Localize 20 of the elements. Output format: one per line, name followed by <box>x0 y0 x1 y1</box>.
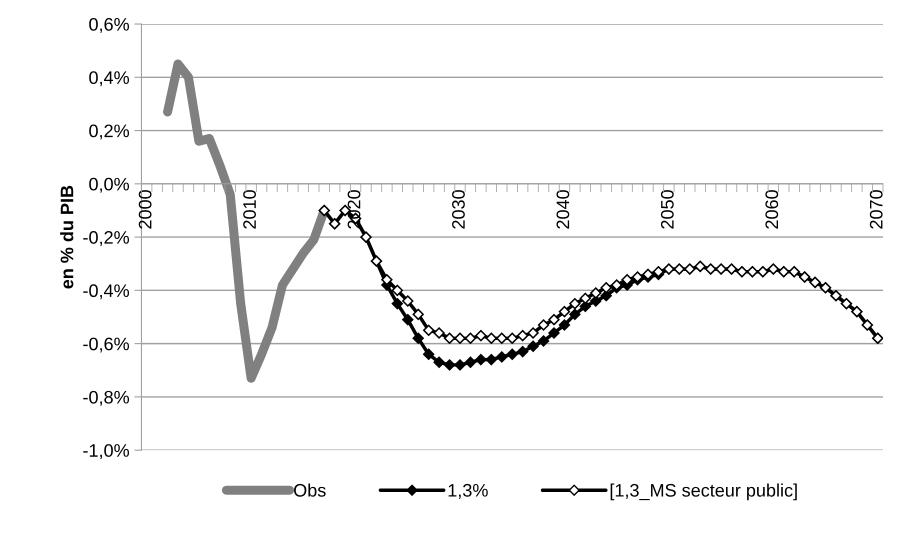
x-tick-label: 2070 <box>870 190 883 229</box>
x-tick-label: 2050 <box>660 190 674 229</box>
y-tick-label: -0,8% <box>83 390 130 406</box>
legend-label: Obs <box>294 483 326 497</box>
y-tick-label: -0,6% <box>83 338 130 352</box>
y-tick-label: -0,2% <box>83 231 130 246</box>
legend-label: [1,3_MS secteur public] <box>610 483 797 500</box>
y-tick-label: -1,0% <box>83 444 130 460</box>
legend-label: 1,3% <box>448 484 488 499</box>
x-tick-label: 2010 <box>243 190 256 229</box>
y-axis-title: en % du PIB <box>60 186 74 289</box>
x-tick-label: 2000 <box>138 190 152 229</box>
x-tick-label: 2060 <box>765 190 778 229</box>
y-tick-label: 0,0% <box>89 178 130 193</box>
x-tick-label: 2030 <box>452 190 465 229</box>
x-tick-label: 2040 <box>556 190 570 229</box>
y-tick-label: -0,4% <box>83 284 130 300</box>
y-tick-label: 0,6% <box>89 18 130 33</box>
y-tick-label: 0,4% <box>89 71 130 86</box>
y-tick-label: 0,2% <box>89 124 130 140</box>
